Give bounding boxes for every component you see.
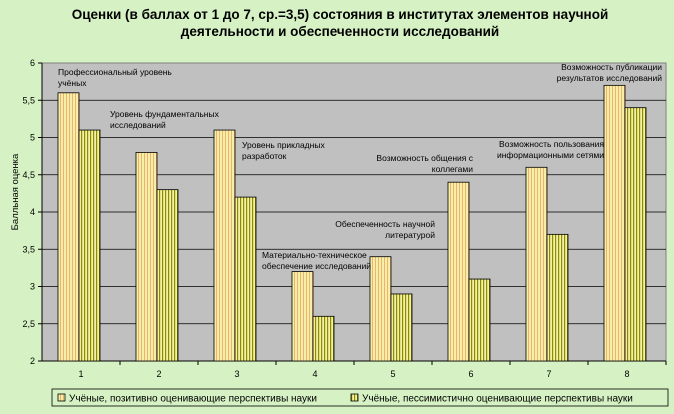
legend-swatch bbox=[350, 393, 359, 402]
annotation-label: разработок bbox=[242, 151, 287, 161]
y-tick-label: 3,5 bbox=[22, 244, 35, 254]
annotation-label: Материально-техническое bbox=[262, 250, 367, 260]
annotation-label: Обеспеченность научной bbox=[335, 219, 435, 229]
bar bbox=[390, 293, 413, 362]
bar bbox=[57, 92, 80, 362]
bar bbox=[312, 315, 335, 362]
y-tick-label: 3 bbox=[30, 282, 35, 292]
bar bbox=[291, 271, 314, 362]
y-axis-label: Балльная оценка bbox=[10, 153, 21, 230]
annotation-label: Возможность публикации bbox=[561, 62, 662, 72]
bar bbox=[546, 233, 569, 362]
bar bbox=[525, 166, 548, 362]
y-tick-label: 4,5 bbox=[22, 170, 35, 180]
legend-box bbox=[51, 388, 669, 407]
x-tick-label: 2 bbox=[156, 369, 161, 379]
bar bbox=[624, 107, 647, 362]
x-tick-label: 7 bbox=[546, 369, 551, 379]
bar bbox=[78, 129, 101, 362]
annotation-label: Возможность пользования bbox=[499, 139, 604, 149]
bar bbox=[468, 278, 491, 362]
y-tick-label: 5 bbox=[30, 133, 35, 143]
y-tick-label: 2 bbox=[30, 356, 35, 366]
x-tick-label: 1 bbox=[78, 369, 83, 379]
chart-title: Оценки (в баллах от 1 до 7, ср.=3,5) сос… bbox=[71, 7, 609, 39]
annotation-label: обеспечение исследований bbox=[262, 261, 371, 271]
bar bbox=[447, 181, 470, 362]
bar bbox=[369, 256, 392, 362]
annotation-label: Возможность общения с bbox=[376, 153, 473, 163]
bar bbox=[135, 151, 158, 362]
x-tick-label: 8 bbox=[624, 369, 629, 379]
annotation-label: литературой bbox=[385, 230, 435, 240]
y-tick-label: 2,5 bbox=[22, 319, 35, 329]
bar bbox=[234, 196, 257, 362]
annotation-label: информационными сетями bbox=[497, 150, 604, 160]
annotation-label: Уровень фундаментальных bbox=[110, 109, 220, 119]
legend-label: Учёные, позитивно оценивающие перспектив… bbox=[69, 394, 317, 405]
annotation-label: Уровень прикладных bbox=[242, 140, 325, 150]
bar bbox=[603, 84, 626, 362]
x-tick-label: 5 bbox=[390, 369, 395, 379]
x-tick-label: 3 bbox=[234, 369, 239, 379]
y-tick-label: 5,5 bbox=[22, 95, 35, 105]
annotation-label: Профессиональный уровень bbox=[58, 67, 172, 77]
legend-swatch bbox=[57, 393, 66, 402]
annotation-label: исследований bbox=[110, 120, 166, 130]
y-tick-label: 4 bbox=[30, 207, 35, 217]
x-tick-label: 4 bbox=[312, 369, 317, 379]
x-tick-label: 6 bbox=[468, 369, 473, 379]
y-tick-label: 6 bbox=[30, 58, 35, 68]
annotation-label: учёных bbox=[58, 78, 87, 88]
annotation-label: коллегами bbox=[432, 164, 473, 174]
legend-label: Учёные, пессимистично оценивающие перспе… bbox=[362, 394, 633, 405]
annotation-label: результатов исследований bbox=[557, 73, 663, 83]
bar bbox=[213, 129, 236, 362]
bar bbox=[156, 189, 179, 362]
